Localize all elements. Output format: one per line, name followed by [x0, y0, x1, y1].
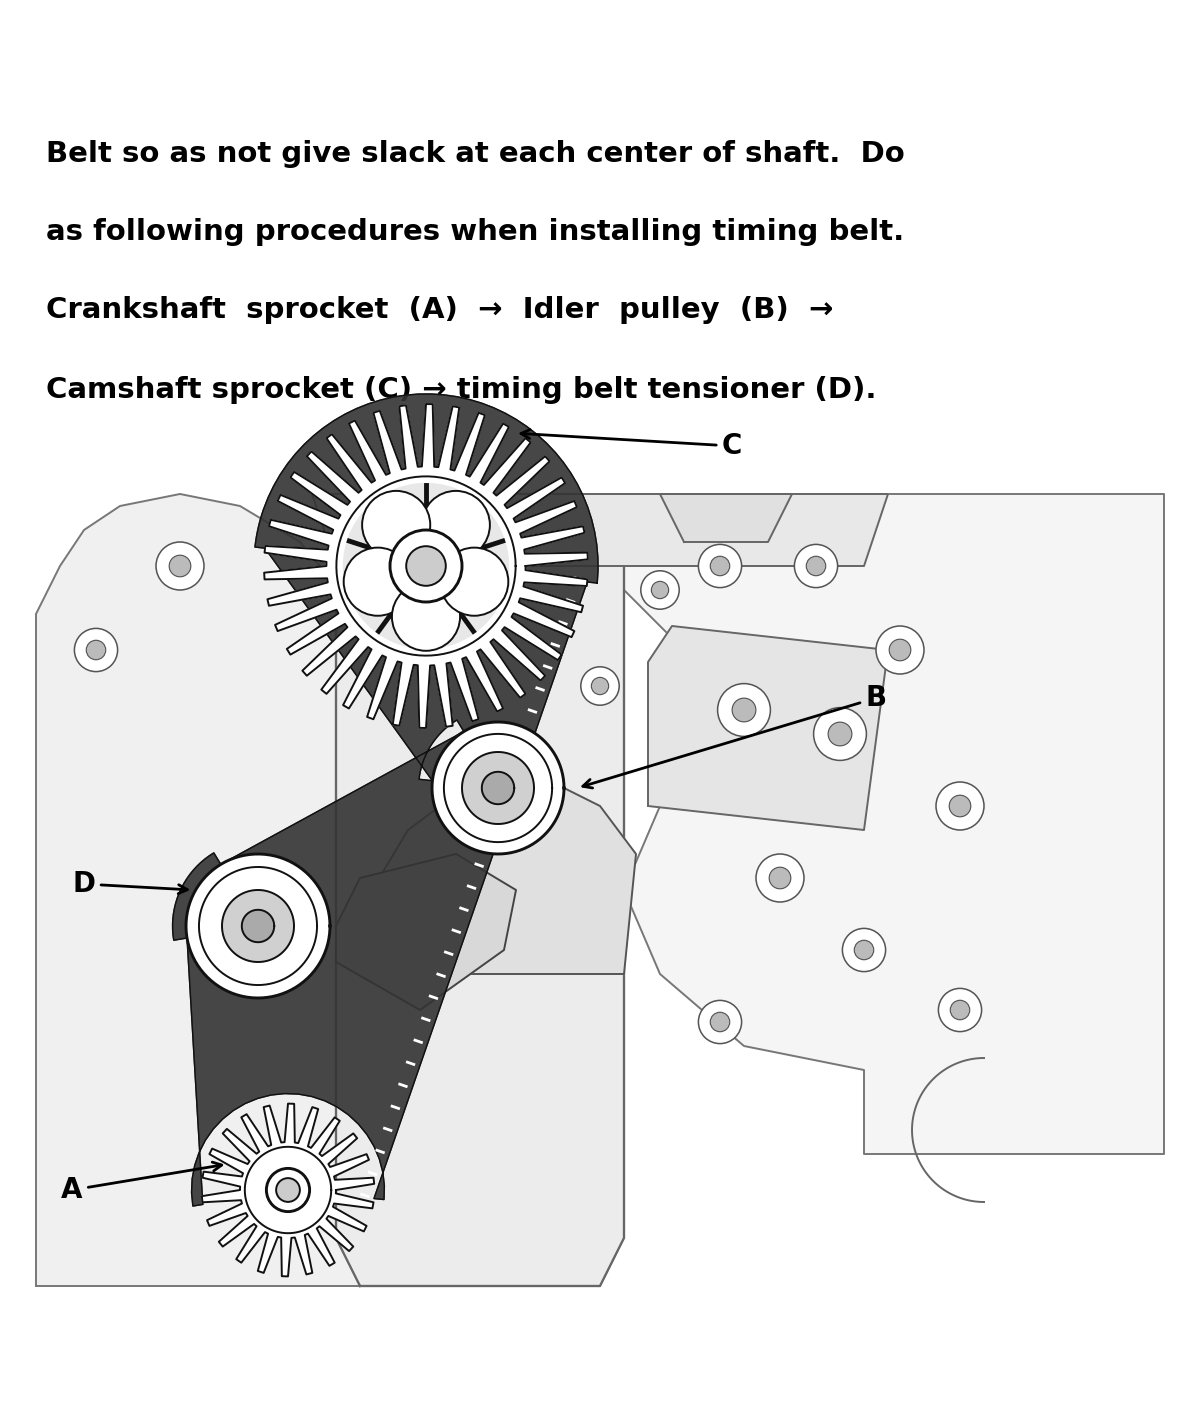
- Polygon shape: [480, 494, 1164, 1154]
- Text: A: A: [61, 1162, 222, 1204]
- Circle shape: [343, 548, 412, 616]
- Polygon shape: [660, 494, 792, 542]
- Circle shape: [390, 530, 462, 602]
- Text: Belt so as not give slack at each center of shaft.  Do: Belt so as not give slack at each center…: [46, 141, 905, 168]
- Circle shape: [421, 491, 490, 559]
- Circle shape: [266, 1169, 310, 1211]
- Polygon shape: [186, 853, 330, 998]
- Polygon shape: [336, 853, 516, 1010]
- Circle shape: [652, 581, 668, 599]
- Circle shape: [156, 542, 204, 589]
- Circle shape: [592, 677, 608, 694]
- Polygon shape: [242, 910, 274, 943]
- Polygon shape: [462, 753, 534, 824]
- Circle shape: [828, 723, 852, 746]
- Circle shape: [86, 640, 106, 660]
- Text: as following procedures when installing timing belt.: as following procedures when installing …: [46, 219, 904, 246]
- Text: C: C: [521, 430, 742, 460]
- Circle shape: [769, 868, 791, 889]
- Circle shape: [698, 1001, 742, 1044]
- Circle shape: [794, 544, 838, 588]
- Text: Crankshaft  sprocket  (A)  →  Idler  pulley  (B)  →: Crankshaft sprocket (A) → Idler pulley (…: [46, 295, 833, 324]
- Circle shape: [756, 853, 804, 902]
- Polygon shape: [372, 770, 636, 974]
- Circle shape: [698, 544, 742, 588]
- Circle shape: [938, 988, 982, 1031]
- Circle shape: [842, 929, 886, 971]
- Circle shape: [718, 683, 770, 737]
- Circle shape: [710, 1012, 730, 1032]
- Circle shape: [876, 626, 924, 674]
- Circle shape: [581, 667, 619, 706]
- Polygon shape: [36, 494, 528, 1287]
- Polygon shape: [336, 494, 624, 1287]
- Polygon shape: [312, 494, 888, 567]
- Polygon shape: [432, 721, 564, 853]
- Circle shape: [854, 940, 874, 960]
- Text: B: B: [583, 684, 887, 788]
- Circle shape: [806, 557, 826, 575]
- Polygon shape: [482, 772, 515, 804]
- Text: Camshaft sprocket (C) → timing belt tensioner (D).: Camshaft sprocket (C) → timing belt tens…: [46, 376, 876, 405]
- Polygon shape: [222, 890, 294, 961]
- Circle shape: [74, 629, 118, 672]
- Circle shape: [169, 555, 191, 577]
- Circle shape: [362, 491, 431, 559]
- Circle shape: [814, 707, 866, 760]
- Polygon shape: [648, 626, 888, 831]
- Circle shape: [392, 582, 460, 650]
- Text: D: D: [72, 870, 187, 897]
- Polygon shape: [202, 1103, 374, 1277]
- Polygon shape: [343, 484, 509, 649]
- Circle shape: [936, 782, 984, 831]
- Polygon shape: [173, 393, 598, 1206]
- Circle shape: [406, 547, 446, 586]
- Circle shape: [889, 639, 911, 660]
- Circle shape: [710, 557, 730, 575]
- Circle shape: [440, 548, 509, 616]
- Circle shape: [732, 699, 756, 721]
- Polygon shape: [264, 405, 588, 728]
- Circle shape: [949, 795, 971, 816]
- Circle shape: [950, 1000, 970, 1020]
- Circle shape: [641, 571, 679, 609]
- Circle shape: [276, 1179, 300, 1201]
